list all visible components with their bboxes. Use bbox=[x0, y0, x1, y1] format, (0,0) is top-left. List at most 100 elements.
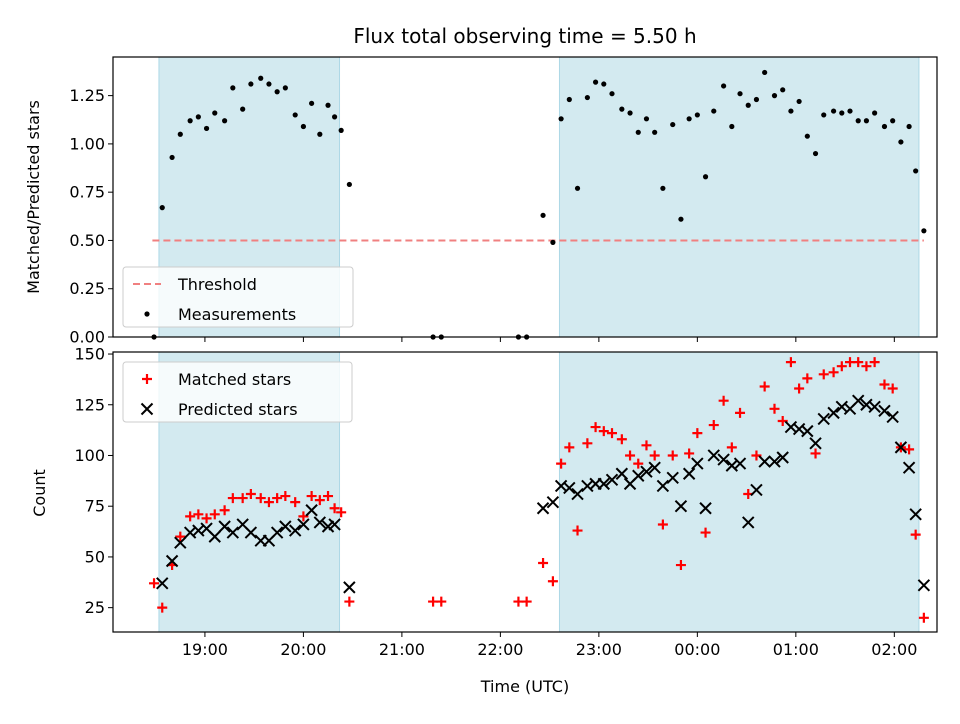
matched-star-point bbox=[272, 493, 283, 504]
matched-star-point bbox=[572, 525, 583, 536]
predicted-star-point bbox=[917, 579, 931, 592]
predicted-star-point bbox=[776, 451, 789, 464]
matched-star-point bbox=[802, 373, 813, 384]
measurement-point bbox=[913, 168, 919, 174]
matched-star-point bbox=[692, 428, 703, 439]
predicted-star-point bbox=[343, 581, 356, 594]
predicted-star-point bbox=[244, 526, 258, 539]
legend-box bbox=[122, 266, 354, 328]
measurement-point bbox=[627, 110, 633, 116]
matched-star-point bbox=[336, 507, 347, 518]
predicted-star-point bbox=[632, 469, 645, 482]
x-tick-label: 23:00 bbox=[576, 640, 622, 659]
predicted-star-point bbox=[894, 441, 908, 454]
predicted-star-point bbox=[868, 400, 881, 413]
measurement-point bbox=[890, 118, 896, 124]
measurement-point bbox=[274, 89, 280, 95]
legend-label: Matched stars bbox=[178, 370, 291, 389]
matched-star-point bbox=[306, 491, 317, 502]
matched-star-point bbox=[910, 529, 921, 540]
predicted-star-point bbox=[707, 449, 720, 462]
measurement-point bbox=[737, 91, 743, 97]
matched-star-point bbox=[641, 440, 652, 451]
matched-star-point bbox=[556, 458, 567, 469]
measurement-point bbox=[753, 96, 760, 103]
legend-predicted-swatch bbox=[140, 402, 154, 416]
y-tick-label: 125 bbox=[74, 395, 105, 414]
measurement-point bbox=[566, 96, 572, 103]
predicted-star-point bbox=[571, 487, 584, 501]
measurement-point bbox=[804, 133, 810, 139]
matched-star-point bbox=[675, 560, 686, 571]
measurement-point bbox=[670, 121, 676, 128]
top-panel-y-axis-label: Matched/Predicted stars bbox=[24, 100, 43, 294]
measurement-point bbox=[762, 69, 768, 76]
measurement-point bbox=[721, 83, 727, 89]
predicted-star-point bbox=[563, 481, 576, 495]
measurement-point bbox=[331, 114, 338, 120]
measurement-point bbox=[346, 181, 352, 188]
matched-star-point bbox=[149, 578, 160, 589]
axes-frame bbox=[112, 351, 938, 633]
matched-star-point bbox=[255, 493, 266, 504]
matched-star-point bbox=[219, 505, 230, 516]
measurement-point bbox=[584, 94, 590, 101]
predicted-star-point bbox=[768, 455, 781, 468]
y-tick-label: 25 bbox=[85, 598, 105, 617]
measurement-point bbox=[540, 212, 546, 218]
matched-star-point bbox=[606, 428, 617, 439]
matched-star-point bbox=[193, 509, 204, 520]
y-tick-label: 0.50 bbox=[69, 231, 105, 250]
predicted-star-point bbox=[758, 455, 771, 468]
predicted-star-point bbox=[878, 404, 891, 418]
predicted-star-point bbox=[270, 526, 284, 539]
measurement-point bbox=[921, 228, 927, 234]
predicted-star-point bbox=[174, 536, 187, 549]
predicted-star-point bbox=[809, 437, 822, 450]
measurement-point bbox=[881, 123, 888, 130]
y-tick-label: 100 bbox=[74, 446, 105, 465]
matched-star-point bbox=[209, 509, 220, 520]
matched-star-point bbox=[616, 434, 627, 445]
measurement-point bbox=[338, 127, 344, 133]
measurement-point bbox=[906, 123, 912, 130]
predicted-star-point bbox=[279, 520, 292, 533]
measurement-point bbox=[187, 118, 193, 124]
predicted-star-point bbox=[313, 516, 327, 529]
matched-star-point bbox=[684, 448, 695, 459]
predicted-star-point bbox=[691, 457, 704, 470]
matched-star-point bbox=[735, 407, 746, 418]
predicted-star-point bbox=[909, 508, 922, 521]
observing-window-2 bbox=[558, 56, 920, 338]
observing-window-2 bbox=[558, 351, 920, 633]
measurement-point bbox=[729, 123, 735, 130]
y-tick-label: 75 bbox=[85, 497, 105, 516]
matched-star-point bbox=[869, 357, 880, 368]
matched-star-point bbox=[280, 491, 291, 502]
measurement-point bbox=[601, 81, 607, 87]
legend-measurement-swatch bbox=[144, 311, 150, 317]
measurement-point bbox=[745, 102, 751, 108]
matched-star-point bbox=[245, 489, 256, 500]
matched-star-point bbox=[547, 576, 558, 587]
measurement-point bbox=[694, 112, 700, 118]
matched-star-point bbox=[185, 511, 196, 522]
bottom-panel: 25 50 75 100 125 150 19:00 20:00 21:00 22:00 23:00… bbox=[74, 345, 938, 659]
measurement-point bbox=[660, 185, 666, 191]
matched-star-point bbox=[708, 420, 719, 431]
predicted-star-point bbox=[656, 479, 670, 493]
legend-box bbox=[122, 361, 353, 423]
bottom-panel-y-axis-label: Count bbox=[30, 469, 49, 517]
matched-star-point bbox=[263, 497, 274, 508]
predicted-star-point bbox=[208, 530, 221, 543]
matched-star-point bbox=[818, 369, 829, 380]
measurement-point bbox=[258, 75, 264, 81]
predicted-star-point bbox=[597, 477, 610, 491]
measurement-point bbox=[898, 139, 904, 145]
measurement-point bbox=[558, 116, 564, 122]
measurement-point bbox=[248, 81, 254, 87]
predicted-star-point bbox=[218, 520, 231, 533]
y-tick-label: 0.75 bbox=[69, 183, 105, 202]
matched-star-point bbox=[227, 493, 238, 504]
matched-star-point bbox=[329, 503, 340, 514]
